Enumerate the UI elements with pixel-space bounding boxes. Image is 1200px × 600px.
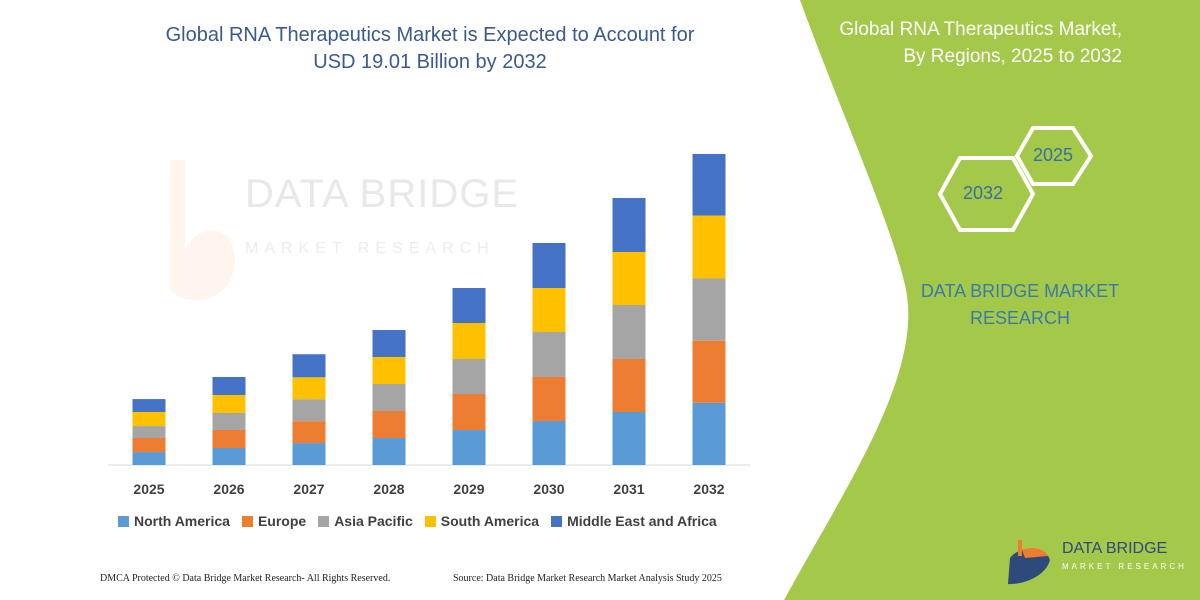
legend-label: Middle East and Africa [567, 513, 717, 529]
bar-2027-south-america [292, 377, 326, 400]
legend-swatch [424, 515, 436, 527]
bar-2030-south-america [532, 287, 566, 332]
bar-2030-asia-pacific [532, 331, 566, 377]
bar-2032-europe [692, 340, 726, 403]
bar-2030-europe [532, 376, 566, 421]
legend-swatch [118, 515, 129, 527]
bar-2030-north-america [532, 420, 566, 465]
x-tick-label: 2030 [533, 481, 564, 497]
bar-2027-middle-east-and-africa [292, 354, 326, 378]
bar-2028-south-america [372, 357, 406, 385]
legend-label: South America [440, 513, 540, 529]
bar-2031-north-america [612, 411, 646, 465]
bar-2032-middle-east-and-africa [692, 154, 726, 216]
bar-2027-asia-pacific [292, 399, 326, 422]
bar-2028-asia-pacific [372, 384, 406, 412]
logo-icon [1008, 540, 1050, 585]
bar-2029-asia-pacific [452, 358, 486, 394]
chart-title-line2: USD 19.01 Billion by 2032 [313, 51, 547, 73]
watermark-icon [170, 160, 235, 300]
logo-text: DATA BRIDGE [1062, 540, 1168, 557]
bar-2026-europe [212, 429, 246, 448]
bar-2031-south-america [612, 251, 646, 306]
bars-group [132, 154, 726, 465]
legend-item: Europe [241, 513, 307, 529]
brand-text: DATA BRIDGE MARKET RESEARCH [915, 278, 1125, 332]
x-tick-label: 2028 [373, 481, 404, 497]
x-tick-label: 2025 [133, 481, 164, 497]
bar-2026-middle-east-and-africa [212, 376, 246, 395]
legend-swatch [551, 515, 563, 527]
bar-2025-north-america [132, 452, 166, 465]
hex-label-2025: 2025 [1033, 145, 1074, 165]
legend-swatch [318, 515, 330, 527]
bar-2026-north-america [212, 447, 246, 465]
bar-2030-middle-east-and-africa [532, 242, 566, 288]
x-tick-labels: 2025 2026 2027 2028 2029 2030 2031 2032 [133, 481, 724, 497]
footer-source: Source: Data Bridge Market Research Mark… [453, 573, 722, 584]
side-title: Global RNA Therapeutics Market, By Regio… [762, 16, 1122, 70]
bar-2027-europe [292, 421, 326, 444]
logo-subtext: MARKET RESEARCH [1062, 562, 1187, 571]
bar-2032-north-america [692, 402, 726, 465]
bar-2025-asia-pacific [132, 426, 166, 439]
hex-label-2032: 2032 [963, 183, 1004, 203]
legend-item: Asia Pacific [318, 513, 413, 529]
bar-2029-europe [452, 393, 486, 430]
bar-2026-south-america [212, 394, 246, 413]
bar-2025-middle-east-and-africa [132, 399, 166, 412]
bar-2028-north-america [372, 438, 406, 465]
bar-2029-middle-east-and-africa [452, 287, 486, 323]
legend-swatch [241, 515, 253, 527]
x-tick-label: 2026 [213, 481, 244, 497]
hexagon-2025 [1014, 126, 1094, 186]
bar-2031-europe [612, 358, 646, 412]
legend-item: South America [424, 513, 540, 529]
legend: North America Europe Asia Pacific South Ame… [118, 513, 717, 529]
bar-2032-asia-pacific [692, 278, 726, 341]
watermark-text: DATA BRIDGE [245, 172, 520, 216]
legend-label: Europe [257, 513, 307, 529]
brand-line1: DATA BRIDGE MARKET [920, 281, 1120, 301]
bar-2029-south-america [452, 322, 486, 359]
legend-item: Middle East and Africa [551, 513, 717, 529]
bar-2025-south-america [132, 411, 166, 427]
bar-2029-north-america [452, 429, 486, 465]
bar-2026-asia-pacific [212, 412, 246, 430]
watermark-subtext: MARKET RESEARCH [245, 240, 495, 257]
legend-label: Asia Pacific [334, 513, 413, 529]
side-title-line2: By Regions, 2025 to 2032 [903, 46, 1122, 67]
brand-line2: RESEARCH [969, 308, 1071, 328]
chart-title-line1: Global RNA Therapeutics Market is Expect… [165, 24, 695, 46]
x-tick-label: 2027 [293, 481, 324, 497]
legend-item: North America [118, 513, 230, 529]
bar-2028-europe [372, 411, 406, 439]
bar-2031-asia-pacific [612, 305, 646, 359]
x-tick-label: 2031 [613, 481, 644, 497]
x-tick-label: 2029 [453, 481, 484, 497]
x-tick-label: 2032 [693, 481, 724, 497]
side-title-line1: Global RNA Therapeutics Market, [839, 19, 1122, 40]
bar-2025-europe [132, 438, 166, 453]
bar-2028-middle-east-and-africa [372, 330, 406, 358]
chart-title: Global RNA Therapeutics Market is Expect… [120, 22, 740, 76]
bar-2032-south-america [692, 215, 726, 279]
green-side-panel [784, 0, 1200, 600]
footer-copyright: DMCA Protected © Data Bridge Market Rese… [100, 573, 391, 584]
legend-label: North America [134, 513, 230, 529]
bar-2031-middle-east-and-africa [612, 198, 646, 252]
hexagon-2032 [937, 156, 1036, 232]
bar-2027-north-america [292, 443, 326, 465]
